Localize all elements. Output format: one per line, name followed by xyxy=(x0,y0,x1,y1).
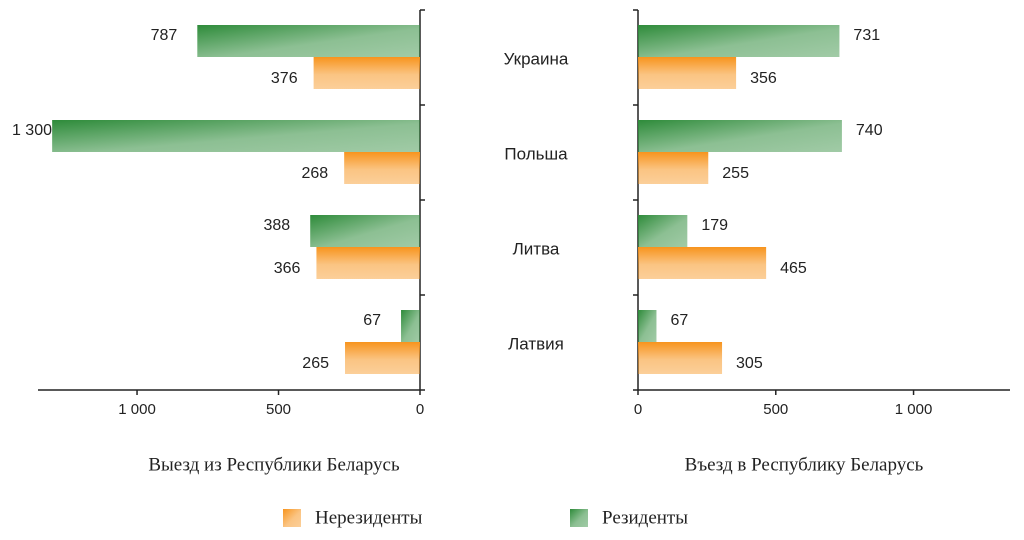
category-label: Латвия xyxy=(508,334,564,353)
legend-label: Резиденты xyxy=(602,507,688,528)
value-label: 265 xyxy=(302,355,329,372)
bar xyxy=(197,25,420,57)
value-label: 305 xyxy=(736,355,763,372)
bar xyxy=(310,215,420,247)
value-label: 740 xyxy=(856,122,883,139)
bar xyxy=(52,120,421,152)
value-label: 255 xyxy=(722,165,749,182)
bar xyxy=(313,57,420,89)
bar xyxy=(638,152,709,184)
bar xyxy=(638,120,842,152)
value-label: 376 xyxy=(271,70,298,87)
value-label: 1 300 xyxy=(12,122,52,139)
bar xyxy=(638,57,737,89)
bar xyxy=(638,215,688,247)
category-label: Польша xyxy=(504,144,568,163)
value-label: 268 xyxy=(301,165,328,182)
value-label: 388 xyxy=(264,217,291,234)
category-label: Литва xyxy=(513,239,560,258)
x-tick-label: 1 000 xyxy=(895,401,933,418)
bar xyxy=(638,310,657,342)
value-label: 731 xyxy=(853,27,880,44)
x-tick-label: 500 xyxy=(266,401,291,418)
value-label: 366 xyxy=(274,260,301,277)
bar xyxy=(316,247,420,279)
x-axis-title: Выезд из Республики Беларусь xyxy=(148,454,400,475)
bar xyxy=(638,247,767,279)
value-label: 67 xyxy=(363,312,381,329)
legend-label: Нерезиденты xyxy=(315,507,423,528)
category-label: Украина xyxy=(504,49,569,68)
x-tick-label: 500 xyxy=(763,401,788,418)
value-label: 787 xyxy=(151,27,178,44)
bar xyxy=(638,25,840,57)
bar xyxy=(345,342,420,374)
bar xyxy=(638,342,723,374)
bar xyxy=(344,152,420,184)
x-tick-label: 0 xyxy=(634,401,642,418)
x-axis-title: Въезд в Республику Беларусь xyxy=(685,454,924,475)
bar xyxy=(401,310,420,342)
value-label: 356 xyxy=(750,70,777,87)
legend-swatch xyxy=(570,509,588,527)
x-tick-label: 1 000 xyxy=(118,401,156,418)
value-label: 179 xyxy=(701,217,728,234)
value-label: 67 xyxy=(670,312,688,329)
legend-swatch xyxy=(283,509,301,527)
value-label: 465 xyxy=(780,260,807,277)
x-tick-label: 0 xyxy=(416,401,424,418)
